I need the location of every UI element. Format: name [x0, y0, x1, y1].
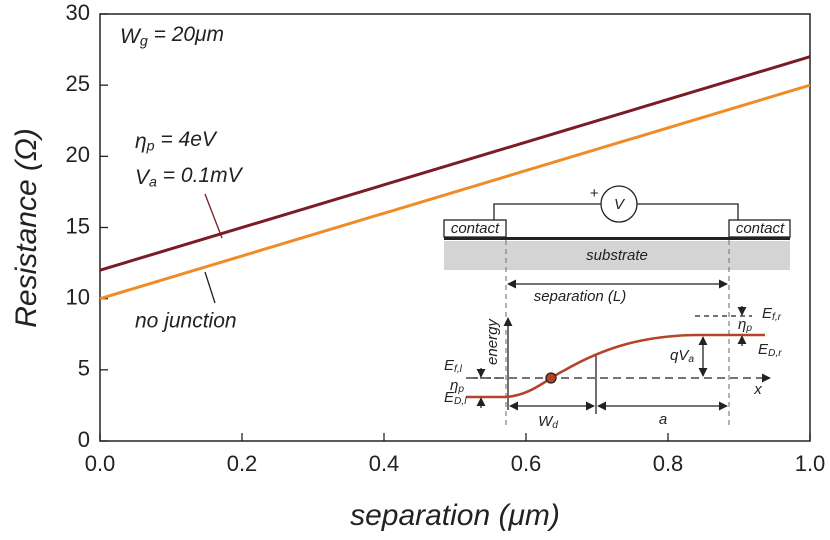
inset-label: ED,l	[444, 389, 467, 407]
annotation-main: W	[120, 25, 142, 48]
x-tick-label: 0.4	[369, 451, 400, 476]
y-tick-label: 20	[66, 142, 90, 167]
inset-label: ηp	[738, 316, 752, 334]
inset-label: energy	[484, 318, 501, 365]
inset-label: ED,r	[758, 341, 782, 359]
x-tick-label: 0.0	[85, 451, 116, 476]
x-tick-label: 1.0	[795, 451, 826, 476]
x-tick-label: 0.8	[653, 451, 684, 476]
series-line	[99, 55, 811, 272]
annotation-sub: a	[149, 174, 157, 190]
inset-label: contact	[451, 220, 500, 237]
inset-label-sub: a	[688, 354, 694, 365]
inset-label-sub: D,r	[768, 348, 782, 359]
annotation-main: η	[135, 130, 147, 153]
leader-line	[204, 193, 223, 239]
inset-label: qVa	[670, 347, 694, 365]
inset-label-main: qV	[670, 347, 690, 364]
inset-label: x	[753, 381, 762, 398]
inset-label-main: W	[538, 413, 554, 430]
inset-label: substrate	[586, 247, 648, 264]
annotation: Va = 0.1mV	[135, 164, 244, 191]
inset-label-main: E	[758, 341, 769, 358]
inset-label-main: E	[444, 357, 455, 374]
inset-diagram	[443, 185, 791, 428]
y-tick-label: 5	[78, 356, 90, 381]
leader-line	[204, 271, 216, 304]
x-tick-label: 0.2	[227, 451, 258, 476]
inset-label-sub: f,l	[454, 364, 463, 375]
inset-label: separation (L)	[534, 288, 627, 305]
annotation-rest: = 0.1mV	[157, 164, 244, 187]
inset-label-sub: D,l	[454, 396, 467, 407]
inset-label-sub: f,r	[772, 312, 782, 323]
x-axis-label: separation (μm)	[350, 499, 560, 532]
inset-label-sub: p	[457, 384, 464, 395]
inset-label-sub: p	[745, 323, 752, 334]
annotation-rest: = 20μm	[148, 23, 224, 46]
inset-label: Ef,l	[444, 357, 463, 375]
inset-label-main: η	[738, 316, 746, 333]
annotation-sub: g	[140, 33, 148, 49]
inset-label-main: E	[444, 389, 455, 406]
annotation-rest: = 4eV	[155, 128, 218, 151]
inset-label: a	[659, 411, 667, 428]
inset-label-main: E	[762, 305, 773, 322]
annotation: Wg = 20μm	[120, 23, 224, 50]
annotation-main: V	[135, 166, 151, 189]
y-tick-label: 30	[66, 0, 90, 25]
inset-label-sub: d	[552, 420, 558, 431]
x-tick-label: 0.6	[511, 451, 542, 476]
y-tick-label: 10	[66, 284, 90, 309]
inset-label: V	[614, 196, 626, 213]
y-tick-label: 0	[78, 427, 90, 452]
y-tick-label: 25	[66, 71, 90, 96]
annotation: ηp = 4eV	[135, 128, 218, 155]
inset-label: Ef,r	[762, 305, 782, 323]
y-axis-label: Resistance (Ω)	[10, 128, 43, 328]
inset-label: ηp	[450, 377, 464, 395]
inset-label: Wd	[538, 413, 558, 431]
inset-label: +	[590, 185, 599, 202]
series-line	[99, 83, 811, 301]
y-tick-label: 15	[66, 213, 90, 238]
series-label: no junction	[135, 310, 237, 333]
inset-label: contact	[736, 220, 785, 237]
annotation-sub: p	[146, 138, 155, 154]
inset-label-main: η	[450, 377, 458, 394]
